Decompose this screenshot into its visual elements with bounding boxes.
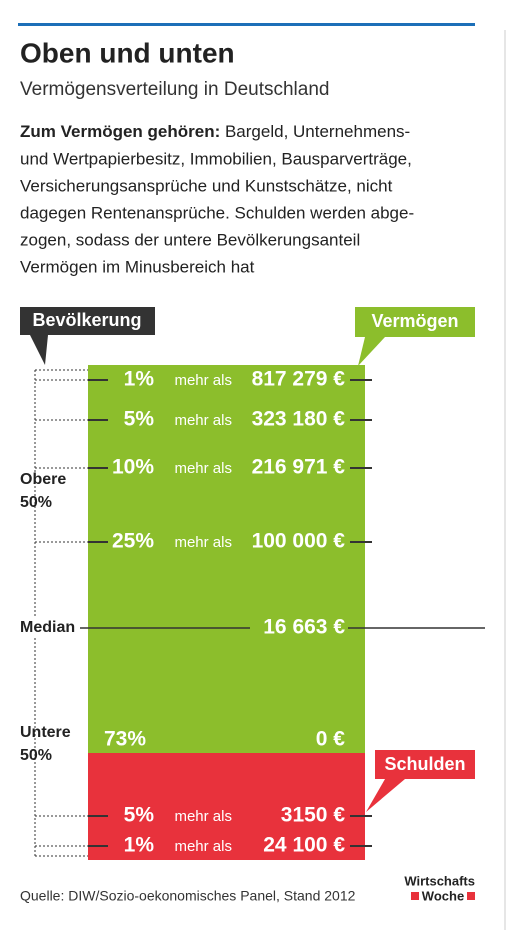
- intro-line: dagegen Rentenansprüche. Schulden werden…: [20, 203, 414, 222]
- amount: 817 279 €: [252, 368, 346, 391]
- upper-label: Obere: [20, 471, 66, 488]
- amount: 216 971 €: [252, 456, 346, 479]
- share: 25%: [112, 530, 154, 553]
- lower-label: Untere: [20, 724, 71, 741]
- zero-share: 73%: [104, 728, 146, 751]
- population-tag: [20, 307, 155, 335]
- upper-label: 50%: [20, 494, 52, 511]
- prefix: mehr als: [174, 838, 232, 855]
- intro-line: Versicherungsansprüche und Kunstschätze,…: [20, 176, 393, 195]
- logo-mark: [411, 892, 419, 900]
- title: Oben und unten: [20, 37, 235, 68]
- amount: 100 000 €: [252, 530, 346, 553]
- wealth-pointer: [358, 337, 385, 366]
- prefix: mehr als: [174, 534, 232, 551]
- intro-line: Vermögen im Minusbereich hat: [20, 257, 255, 276]
- top-rule: [18, 23, 475, 26]
- source: Quelle: DIW/Sozio-oekonomisches Panel, S…: [20, 888, 356, 904]
- intro-lead: Zum Vermögen gehören:: [20, 122, 220, 141]
- debt-label: Schulden: [384, 754, 465, 774]
- wealth-tag: [355, 307, 475, 337]
- wealth-area: [88, 365, 365, 753]
- wealth-label: Vermögen: [371, 311, 458, 331]
- logo-mark: [467, 892, 475, 900]
- prefix: mehr als: [174, 460, 232, 477]
- share: 10%: [112, 456, 154, 479]
- intro: Zum Vermögen gehören: Bargeld, Unternehm…: [20, 122, 410, 141]
- amount: 323 180 €: [252, 408, 346, 431]
- amount: 24 100 €: [263, 834, 345, 857]
- logo: Wirtschafts: [404, 873, 475, 888]
- intro-line: zogen, sodass der untere Bevölkerungsant…: [20, 230, 360, 249]
- share: 1%: [124, 368, 155, 391]
- amount: 3150 €: [281, 804, 346, 827]
- prefix: mehr als: [174, 412, 232, 429]
- intro-line: und Wertpapierbesitz, Immobilien, Bauspa…: [20, 149, 412, 168]
- debt-tag: [375, 750, 475, 779]
- share: 5%: [124, 408, 155, 431]
- median-bg: [18, 618, 80, 638]
- median-amount: 16 663 €: [263, 616, 345, 639]
- share: 1%: [124, 834, 155, 857]
- logo: Woche: [422, 888, 464, 903]
- population-pointer: [30, 335, 48, 365]
- lower-label: 50%: [20, 747, 52, 764]
- debt-area: [88, 753, 365, 860]
- debt-pointer: [366, 779, 405, 812]
- prefix: mehr als: [174, 372, 232, 389]
- zero-amount: 0 €: [316, 728, 346, 751]
- population-label: Bevölkerung: [32, 310, 141, 330]
- intro-line: Bargeld, Unternehmens-: [220, 122, 410, 141]
- share: 5%: [124, 804, 155, 827]
- median-label: Median: [20, 619, 75, 636]
- subtitle: Vermögensverteilung in Deutschland: [20, 79, 329, 100]
- prefix: mehr als: [174, 808, 232, 825]
- median-bg: [250, 616, 348, 640]
